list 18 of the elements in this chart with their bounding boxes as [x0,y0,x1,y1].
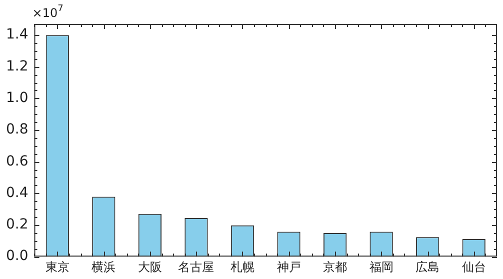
y-tick-label: 0.4 [6,184,28,201]
x-tick-label: 福岡 [369,260,394,274]
x-tick-label: 大阪 [138,260,162,274]
x-tick-label: 京都 [323,260,348,274]
x-tick-label: 広島 [416,260,440,274]
y-tick-label: 1.2 [6,58,28,74]
x-tick-label: 仙台 [462,260,486,274]
y-tick-label: 0.0 [6,248,28,264]
x-tick-label: 東京 [45,260,70,274]
x-tick-label: 名古屋 [178,260,214,274]
y-tick-label: 0.6 [6,153,28,170]
x-tick-label: 横浜 [92,260,116,274]
y-tick-label: 1.4 [6,26,28,43]
x-tick-label: 札幌 [230,260,254,274]
y-tick-label: 1.0 [6,90,28,106]
y-tick-label: 0.2 [6,216,28,233]
x-tick-label: 神戸 [276,260,301,274]
y-tick-label: 0.8 [6,122,28,138]
